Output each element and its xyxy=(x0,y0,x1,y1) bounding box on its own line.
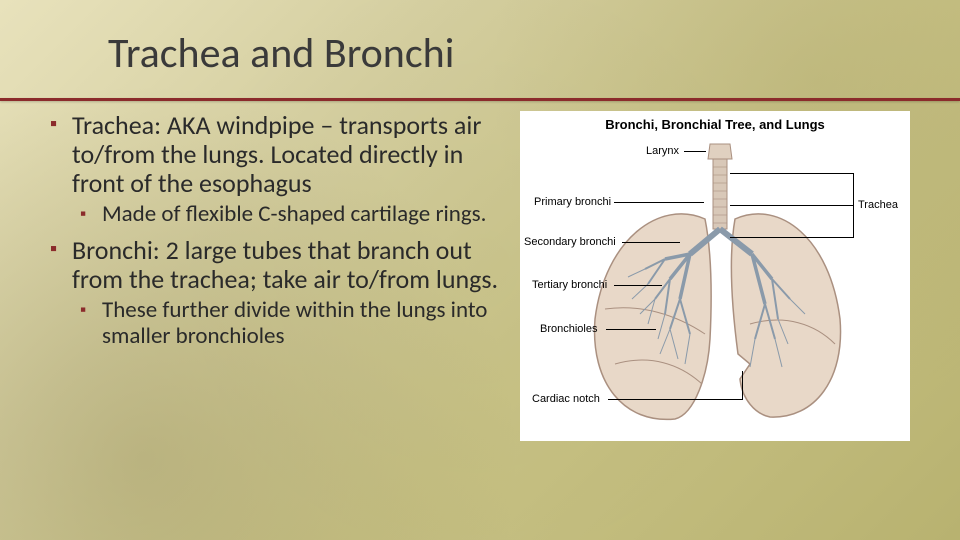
bullet-list: Trachea: AKA windpipe – transports air t… xyxy=(50,111,510,350)
list-item: Made of flexible C-shaped cartilage ring… xyxy=(80,202,510,228)
list-item: Bronchi: 2 large tubes that branch out f… xyxy=(50,236,510,350)
figure-label-cardiac: Cardiac notch xyxy=(532,393,600,405)
bullet-text: Made of flexible C-shaped cartilage ring… xyxy=(102,200,486,228)
figure-label-primary: Primary bronchi xyxy=(534,196,611,208)
figure-label-bronchioles: Bronchioles xyxy=(540,323,597,335)
slide: Trachea and Bronchi Trachea: AKA windpip… xyxy=(0,0,960,540)
bullet-text: Trachea: AKA windpipe – transports air t… xyxy=(72,109,481,199)
sub-list: Made of flexible C-shaped cartilage ring… xyxy=(72,202,510,228)
figure-label-larynx: Larynx xyxy=(646,145,679,157)
bullet-text: These further divide within the lungs in… xyxy=(102,296,487,350)
figure-label-tertiary: Tertiary bronchi xyxy=(532,279,607,291)
figure-label-trachea: Trachea xyxy=(858,199,898,211)
leader-line xyxy=(608,399,742,400)
leader-line xyxy=(730,173,854,174)
list-item: Trachea: AKA windpipe – transports air t… xyxy=(50,111,510,228)
anatomy-figure: Bronchi, Bronchial Tree, and Lungs xyxy=(520,111,910,441)
text-column: Trachea: AKA windpipe – transports air t… xyxy=(50,111,510,441)
leader-line xyxy=(730,205,854,206)
leader-line xyxy=(684,151,706,152)
figure-title: Bronchi, Bronchial Tree, and Lungs xyxy=(520,117,910,132)
page-title: Trachea and Bronchi xyxy=(108,28,910,79)
leader-line xyxy=(622,242,680,243)
leader-line xyxy=(730,237,854,238)
title-divider xyxy=(0,98,960,101)
leader-line xyxy=(614,202,704,203)
leader-line xyxy=(606,329,656,330)
leader-line xyxy=(853,173,854,237)
figure-label-secondary: Secondary bronchi xyxy=(524,236,616,248)
list-item: These further divide within the lungs in… xyxy=(80,298,510,350)
leader-line xyxy=(742,371,743,400)
leader-line xyxy=(614,285,662,286)
content-row: Trachea: AKA windpipe – transports air t… xyxy=(50,111,910,441)
sub-list: These further divide within the lungs in… xyxy=(72,298,510,350)
bullet-text: Bronchi: 2 large tubes that branch out f… xyxy=(72,234,498,295)
